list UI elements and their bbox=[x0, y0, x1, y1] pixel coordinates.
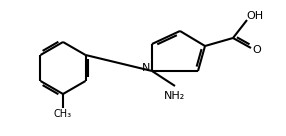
Text: NH₂: NH₂ bbox=[164, 91, 186, 101]
Text: N: N bbox=[142, 63, 150, 73]
Text: OH: OH bbox=[247, 11, 264, 21]
Text: CH₃: CH₃ bbox=[54, 109, 72, 119]
Text: O: O bbox=[253, 45, 261, 55]
